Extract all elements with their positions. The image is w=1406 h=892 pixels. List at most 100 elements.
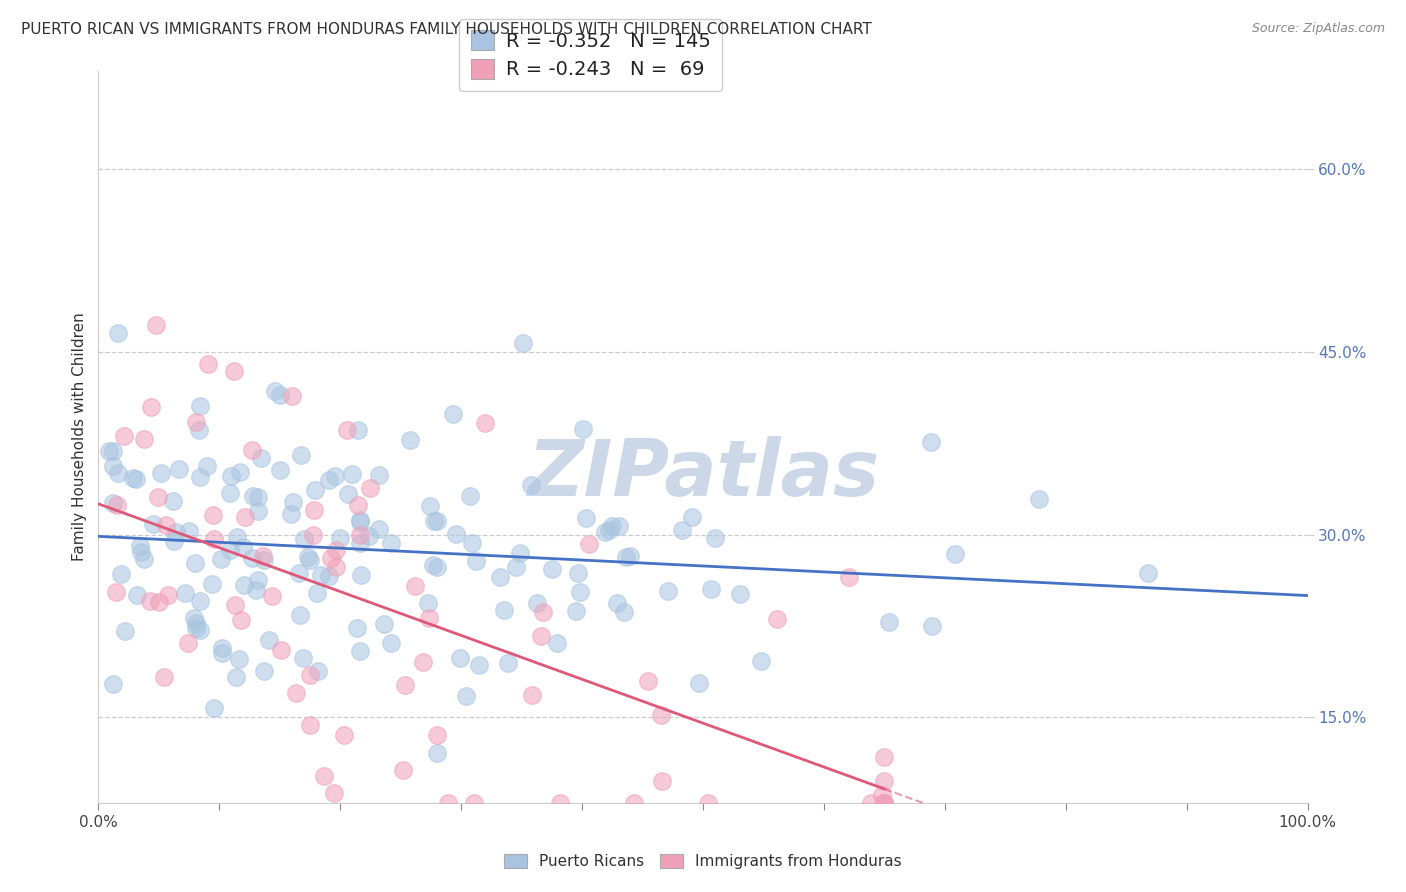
Point (349, 644, 371, 658)
Point (329, 531, 352, 545)
Point (437, 796, 460, 810)
Point (269, 388, 291, 402)
Point (598, 523, 620, 537)
Point (173, 585, 195, 599)
Point (188, 623, 211, 637)
Point (489, 569, 512, 583)
Point (336, 423, 359, 437)
Point (325, 560, 347, 574)
Point (232, 578, 254, 592)
Point (349, 536, 371, 550)
Point (142, 517, 165, 532)
Point (323, 469, 346, 483)
Point (458, 489, 481, 503)
Point (419, 499, 441, 513)
Point (318, 569, 340, 583)
Point (101, 443, 124, 458)
Point (309, 568, 332, 582)
Point (399, 433, 422, 447)
Point (302, 503, 325, 517)
Point (292, 532, 315, 546)
Point (290, 448, 312, 462)
Point (412, 655, 434, 669)
Point (188, 594, 211, 608)
Point (188, 470, 211, 484)
Point (165, 524, 187, 539)
Point (177, 524, 200, 538)
Point (132, 432, 155, 446)
Point (546, 636, 568, 650)
Point (146, 490, 169, 504)
Point (671, 523, 693, 537)
Point (246, 573, 269, 587)
Point (392, 763, 415, 777)
Point (422, 558, 444, 572)
Point (262, 589, 284, 603)
Point (541, 561, 564, 575)
Point (139, 401, 162, 415)
Point (838, 570, 860, 584)
Point (920, 435, 942, 450)
Point (657, 584, 679, 599)
Point (337, 487, 360, 501)
Point (418, 611, 440, 625)
Point (350, 568, 373, 582)
Point (349, 527, 371, 541)
Point (349, 513, 371, 527)
Point (467, 658, 489, 673)
Point (509, 546, 531, 560)
Point (222, 364, 245, 378)
Point (423, 514, 446, 528)
Point (252, 549, 274, 563)
Point (290, 607, 312, 622)
Point (520, 688, 543, 702)
Point (112, 428, 135, 442)
Point (394, 678, 416, 692)
Point (357, 529, 380, 543)
Point (728, 587, 751, 601)
Point (567, 566, 589, 581)
Point (368, 522, 391, 536)
Point (299, 718, 322, 732)
Point (568, 585, 591, 599)
Point (202, 700, 225, 714)
Point (443, 407, 465, 421)
Point (600, 519, 623, 533)
Point (619, 549, 641, 564)
Point (240, 443, 263, 458)
Point (240, 550, 263, 565)
Point (219, 542, 242, 557)
Point (449, 650, 471, 665)
Point (197, 357, 219, 371)
Point (623, 796, 645, 810)
Point (346, 621, 368, 635)
Point (340, 467, 363, 481)
Point (299, 553, 322, 567)
Point (201, 577, 224, 591)
Point (232, 541, 254, 555)
Point (162, 533, 184, 548)
Point (496, 656, 519, 670)
Point (550, 796, 572, 810)
Point (520, 478, 543, 492)
Point (461, 536, 484, 550)
Point (873, 750, 896, 764)
Point (264, 384, 287, 399)
Point (202, 532, 225, 546)
Point (512, 335, 534, 350)
Point (245, 582, 267, 597)
Point (105, 585, 128, 599)
Point (607, 519, 630, 533)
Point (219, 469, 242, 483)
Point (128, 539, 150, 553)
Point (183, 611, 205, 625)
Point (531, 605, 554, 619)
Point (873, 796, 896, 810)
Point (749, 654, 772, 668)
Point (97, 443, 120, 458)
Point (235, 510, 257, 524)
Point (860, 796, 883, 810)
Point (229, 613, 252, 627)
Point (125, 588, 148, 602)
Point (593, 525, 616, 540)
